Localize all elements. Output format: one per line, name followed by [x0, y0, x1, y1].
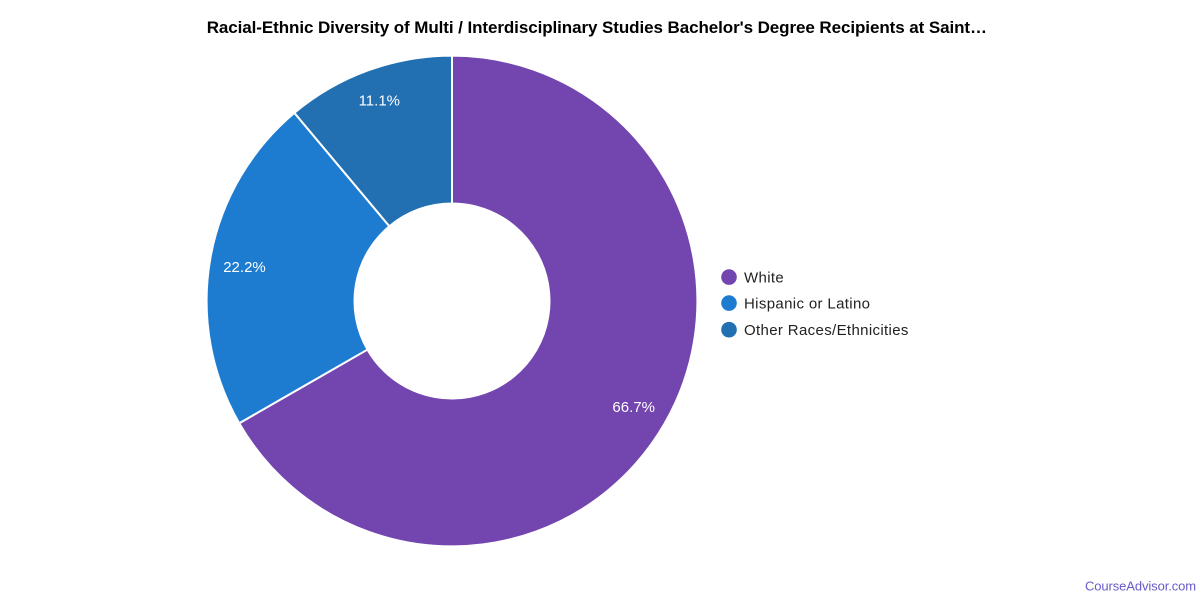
svg-text:66.7%: 66.7% — [612, 399, 655, 416]
svg-text:Racial-Ethnic Diversity of Mul: Racial-Ethnic Diversity of Multi / Inter… — [207, 18, 987, 37]
svg-text:11.1%: 11.1% — [359, 93, 400, 110]
svg-text:White: White — [744, 269, 784, 286]
svg-text:Other Races/Ethnicities: Other Races/Ethnicities — [744, 322, 909, 339]
svg-text:CourseAdvisor.com: CourseAdvisor.com — [1085, 579, 1196, 594]
svg-text:22.2%: 22.2% — [223, 259, 266, 276]
svg-text:Hispanic or Latino: Hispanic or Latino — [744, 295, 870, 312]
